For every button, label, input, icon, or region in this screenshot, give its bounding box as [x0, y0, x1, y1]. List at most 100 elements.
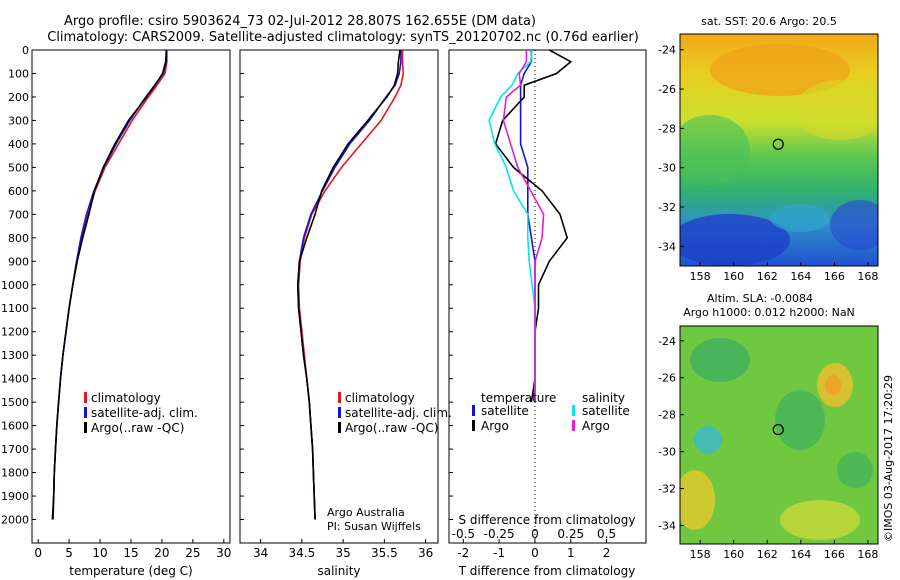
map-lat-label: -32: [658, 201, 676, 214]
map-lat-label: -28: [658, 409, 676, 422]
salinity-axes: 34 34.5 35 35.5 36: [240, 49, 433, 560]
sla-yellow-patch-3: [780, 500, 860, 540]
legend-satellite-swatch: [338, 407, 341, 418]
credit-line2: PI: Susan Wijffels: [327, 520, 421, 533]
sst-float-marker: [772, 138, 784, 150]
temp-ytick-label: 0: [22, 44, 29, 57]
temp-ytick-label: 1600: [1, 420, 29, 433]
legend-argo-swatch: [338, 422, 341, 433]
map-lon-label: 166: [824, 548, 845, 561]
sal-xtick-label: 35: [335, 546, 350, 560]
sst-map-title: sat. SST: 20.6 Argo: 20.5: [701, 15, 837, 28]
difference-legend: temperature salinity satellite Argo sate…: [472, 391, 630, 433]
temp-ytick-label: 1900: [1, 490, 29, 503]
salinity-panel-frame: [239, 49, 439, 544]
map-lat-label: -24: [658, 44, 676, 57]
map-lon-label: 160: [723, 270, 744, 283]
map-lon-label: 164: [790, 270, 811, 283]
legend-climatology-label: climatology: [345, 391, 415, 405]
diff-top-xlabel: S difference from climatology: [459, 513, 636, 527]
difference-series: [488, 49, 573, 403]
legend-climatology-label: climatology: [91, 391, 161, 405]
sal-xtick-label: 35.5: [371, 546, 398, 560]
temp-ytick-label: 500: [8, 161, 29, 174]
sst-warm-blob: [710, 44, 850, 96]
legend-climatology-swatch: [84, 392, 87, 403]
difference-panel-frame: [448, 49, 647, 544]
sst-green-blob: [680, 115, 750, 185]
sal-xtick-label: 34.5: [289, 546, 316, 560]
sla-map-frame: [679, 325, 879, 545]
temperature-panel-frame: [31, 49, 231, 544]
temp-series-2: [51, 49, 168, 520]
map-lon-label: 158: [690, 548, 711, 561]
map-lon-label: 164: [790, 548, 811, 561]
diff-t-xtick-label: -1: [493, 546, 505, 560]
map-lat-label: -34: [658, 240, 676, 253]
temp-ytick-label: 1200: [1, 326, 29, 339]
temperature-legend: climatology satellite-adj. clim. Argo(..…: [84, 391, 198, 435]
legend-sal-satellite-label: satellite: [582, 404, 630, 418]
map-lon-label: 162: [757, 270, 778, 283]
temp-xtick-label: 0: [34, 546, 42, 560]
legend-sal-argo-label: Argo: [582, 419, 610, 433]
sla-cyan-patch: [694, 426, 722, 454]
sla-orange-patch: [825, 375, 841, 395]
temperature-series: [51, 49, 168, 520]
temp-ytick-label: 1500: [1, 396, 29, 409]
temp-xtick-label: 20: [154, 546, 169, 560]
sla-green-patch: [690, 338, 750, 382]
temp-xtick-label: 5: [65, 546, 73, 560]
legend-temp-argo-swatch: [472, 420, 475, 431]
legend-sal-argo-swatch: [572, 420, 575, 431]
diff-s-xtick-label: -0.5: [452, 527, 475, 541]
diff-s-xtick-label: -0.25: [484, 527, 515, 541]
temp-ytick-label: 900: [8, 255, 29, 268]
temp-ytick-label: 1100: [1, 302, 29, 315]
diff-series-3: [502, 50, 545, 403]
map-lon-label: 158: [690, 270, 711, 283]
sst-blue-blob: [680, 214, 790, 266]
temperature-xlabel: temperature (deg C): [69, 564, 192, 578]
temp-xtick-label: 25: [185, 546, 200, 560]
temp-ytick-label: 400: [8, 138, 29, 151]
difference-axes: -2 -1 0 1 2 -0.5 -0.25 0 0.25 0.5: [449, 49, 616, 560]
temp-ytick-label: 1400: [1, 373, 29, 386]
credit-line1: Argo Australia: [327, 506, 405, 519]
sst-map: [680, 34, 878, 266]
sal-xtick-label: 34: [253, 546, 268, 560]
temp-ytick-label: 700: [8, 208, 29, 221]
legend-temp-argo-label: Argo: [481, 419, 509, 433]
sla-map: [680, 326, 878, 544]
sst-cyan-blob: [770, 204, 830, 232]
diff-s-xtick-label: 0.25: [557, 527, 584, 541]
legend-argo-label: Argo(..raw -QC): [91, 421, 184, 435]
sla-float-marker: [772, 423, 784, 436]
legend-satellite-label: satellite-adj. clim.: [345, 406, 452, 420]
sla-map-axes: -24 -26 -28 -30 -32 -34 158 160 162 164 166 168: [658, 335, 878, 561]
legend-temp-satellite-label: satellite: [481, 404, 529, 418]
map-lat-label: -24: [658, 335, 676, 348]
map-lon-label: 168: [857, 548, 878, 561]
temp-ytick-label: 800: [8, 232, 29, 245]
salinity-xlabel: salinity: [317, 564, 360, 578]
map-lat-label: -26: [658, 372, 676, 385]
legend-salinity-header: salinity: [582, 391, 625, 405]
imos-watermark: ©IMOS 03-Aug-2017 17:20:29: [882, 375, 895, 542]
legend-climatology-swatch: [338, 392, 341, 403]
diff-t-xtick-label: 2: [603, 546, 611, 560]
diff-t-xtick-label: 0: [531, 546, 539, 560]
temp-xtick-label: 10: [92, 546, 107, 560]
legend-temperature-header: temperature: [481, 391, 556, 405]
sst-map-frame: [679, 33, 879, 267]
legend-sal-satellite-swatch: [572, 405, 575, 416]
map-lon-label: 168: [857, 270, 878, 283]
temp-ytick-label: 1300: [1, 349, 29, 362]
sst-blue-blob-right: [830, 200, 878, 250]
sla-map-title-line1: Altim. SLA: -0.0084: [707, 292, 813, 305]
salinity-series: [296, 49, 405, 520]
temp-ytick-label: 300: [8, 114, 29, 127]
figure-title-line2: Climatology: CARS2009. Satellite-adjuste…: [47, 30, 639, 45]
diff-s-xtick-label: 0: [531, 527, 539, 541]
sal-xtick-label: 36: [418, 546, 433, 560]
